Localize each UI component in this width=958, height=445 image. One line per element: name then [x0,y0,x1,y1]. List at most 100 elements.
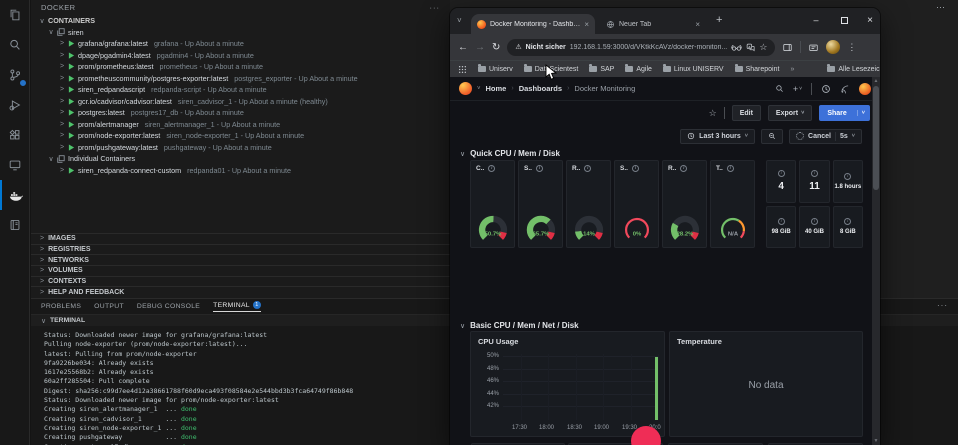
share-dropdown-icon[interactable]: ˅ [857,110,869,116]
info-icon[interactable]: i [536,165,543,172]
panel-more-icon[interactable]: ··· [937,301,948,310]
address-bar[interactable]: ⚠ Nicht sicher 192.168.1.59:3000/d/VKtkK… [507,39,775,56]
gauge-panel-5[interactable]: R..i28.2% [662,160,707,248]
new-tab-button[interactable]: + [716,14,722,26]
sidebar-section-registries[interactable]: >REGISTRIES [31,244,450,255]
browser-tab-inactive[interactable]: Neuer Tab × [600,14,706,34]
panel-tab-output[interactable]: OUTPUT [94,303,124,312]
tab-close-icon[interactable]: × [584,20,589,29]
compose-group-siren[interactable]: ∨siren [31,27,450,39]
info-icon[interactable]: i [632,165,639,172]
extension-extra-icon[interactable] [0,210,30,240]
docker-icon[interactable] [0,180,30,210]
side-panel-icon[interactable] [782,42,793,53]
bookmarks-overflow-icon[interactable]: » [790,66,794,73]
gauge-panel-1[interactable]: C..i50.7% [470,160,515,248]
container-tree-item[interactable]: >prom/node-exporter:latestsiren_node-exp… [31,130,450,142]
scrollbar-thumb[interactable] [873,86,879,190]
gauge-panel-3[interactable]: R..i14% [566,160,611,248]
browser-menu-icon[interactable]: ⋮ [847,42,856,53]
container-tree-item[interactable]: >siren_redpanda-connect-customredpanda01… [31,165,450,177]
bookmark-item[interactable]: Agile [625,66,652,73]
run-debug-icon[interactable] [0,90,30,120]
info-icon[interactable]: i [778,170,785,177]
time-range-picker[interactable]: Last 3 hours ˅ [680,129,755,144]
zoom-out-button[interactable] [761,129,783,144]
info-icon[interactable]: i [778,218,785,225]
apps-grid-icon[interactable] [458,65,467,74]
window-minimize-button[interactable]: – [804,8,828,32]
container-tree-item[interactable]: >prom/pushgateway:latestpushgateway - Up… [31,142,450,154]
back-button[interactable]: ← [458,42,468,53]
section-basic-cpu-mem-net-disk[interactable]: ∨ Basic CPU / Mem / Net / Disk [460,321,579,330]
chevron-down-icon[interactable]: ˅ [477,86,481,92]
bookmark-item[interactable]: Uniserv [478,66,513,73]
info-icon[interactable]: i [811,170,818,177]
stat-panel-1[interactable]: i4 [766,160,796,203]
panel-header[interactable]: C..i [471,161,514,172]
info-icon[interactable]: i [584,165,591,172]
section-containers[interactable]: ∨CONTAINERS [31,15,450,27]
group-individual-containers[interactable]: ∨Individual Containers [31,153,450,165]
gauge-panel-2[interactable]: S..i65.7% [518,160,563,248]
bookmark-item[interactable]: DataScientest [524,66,579,73]
sidebar-section-volumes[interactable]: >VOLUMES [31,265,450,276]
tab-search-icon[interactable]: ˅ [457,16,462,25]
panel-header[interactable]: R..i [567,161,610,172]
container-tree-item[interactable]: >gcr.io/cadvisor/cadvisor:latestsiren_ca… [31,96,450,108]
user-avatar[interactable] [859,83,871,95]
stat-panel-2[interactable]: i11 [799,160,829,203]
security-label[interactable]: Nicht sicher [526,44,566,51]
info-icon[interactable]: i [844,218,851,225]
section-quick-cpu-mem-disk[interactable]: ∨ Quick CPU / Mem / Disk [460,149,560,158]
translate-icon[interactable] [746,43,755,52]
add-new-button[interactable]: +˅ [793,84,802,94]
stat-panel-4[interactable]: i98 GiB [766,206,796,249]
bookmark-item[interactable]: SAP [589,66,614,73]
remote-explorer-icon[interactable] [0,150,30,180]
help-icon[interactable] [821,84,831,94]
panel-cpu-usage[interactable]: CPU Usage 50%48%46%44%42%17:3018:0018:30… [470,331,665,437]
panel-header[interactable]: T..i [711,161,754,172]
source-control-icon[interactable] [0,60,30,90]
extensions-icon[interactable] [0,120,30,150]
window-maximize-button[interactable] [832,8,856,32]
panel-header[interactable]: R..i [663,161,706,172]
info-icon[interactable]: i [811,218,818,225]
info-icon[interactable]: i [488,165,495,172]
news-icon[interactable] [840,84,850,94]
tab-close-icon[interactable]: × [695,20,700,29]
url-text[interactable]: 192.168.1.59:3000/d/VKtkKcAVz/docker-mon… [570,44,728,51]
share-button[interactable]: Share ˅ [819,105,870,121]
info-icon[interactable]: i [727,165,734,172]
container-tree-item[interactable]: >prom/prometheus:latestprometheus - Up A… [31,61,450,73]
container-tree-item[interactable]: >dpage/pgadmin4:latestpgadmin4 - Up Abou… [31,50,450,62]
container-tree-item[interactable]: >postgres:latestpostgres17_db - Up About… [31,107,450,119]
stat-panel-3[interactable]: i1.8 hours [833,160,863,203]
browser-tab-active[interactable]: Docker Monitoring - Dashboa... × [471,14,595,34]
panel-header[interactable]: S..i [519,161,562,172]
editor-more-icon[interactable]: ⋯ [936,2,946,13]
container-tree-item[interactable]: >grafana/grafana:latestgrafana - Up Abou… [31,38,450,50]
window-close-button[interactable]: × [858,8,880,32]
grafana-logo-icon[interactable] [459,82,472,95]
bookmark-star-icon[interactable]: ☆ [759,42,767,53]
search-icon[interactable] [0,30,30,60]
refresh-cancel-button[interactable]: Cancel 5s ˅ [789,129,862,144]
sidebar-section-contexts[interactable]: >CONTEXTS [31,276,450,287]
sidebar-section-images[interactable]: >IMAGES [31,233,450,244]
container-tree-item[interactable]: >prometheuscommunity/postgres-exporter:l… [31,73,450,85]
password-manager-icon[interactable] [731,43,742,52]
panel-title[interactable]: Temperature [670,332,862,346]
sidebar-section-help-and-feedback[interactable]: >HELP AND FEEDBACK [31,286,450,297]
edit-button[interactable]: Edit [732,105,761,121]
info-icon[interactable]: i [680,165,687,172]
stat-panel-6[interactable]: i8 GiB [833,206,863,249]
breadcrumb-home[interactable]: Home [486,84,507,93]
profile-avatar[interactable] [826,40,840,54]
breadcrumb-current[interactable]: Docker Monitoring [574,84,635,93]
container-tree-item[interactable]: >siren_redpandascriptredpanda-script - U… [31,84,450,96]
page-scrollbar[interactable]: ▲ ▼ [872,77,880,445]
panel-tab-terminal[interactable]: TERMINAL1 [213,301,261,312]
panel-tab-problems[interactable]: PROBLEMS [41,303,81,312]
